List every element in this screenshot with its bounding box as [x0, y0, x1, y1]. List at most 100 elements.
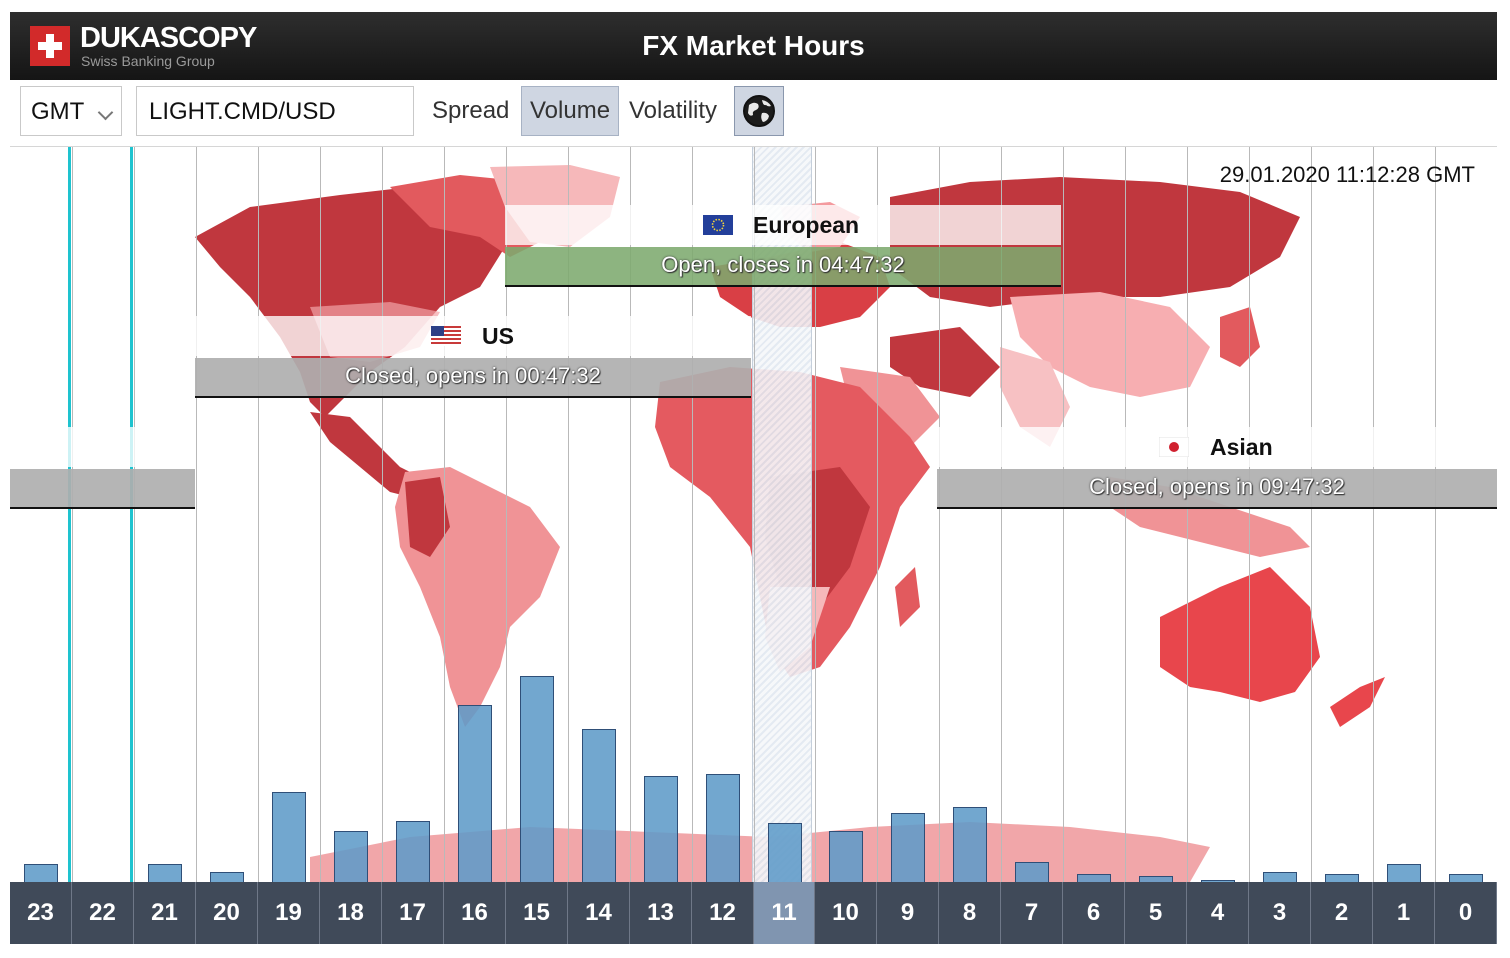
asian-session-status[interactable]: Closed, opens in 09:47:32 [937, 469, 1497, 509]
instrument-input[interactable]: LIGHT.CMD/USD [136, 86, 414, 136]
volume-bar-5[interactable] [1139, 876, 1173, 882]
hour-label-18[interactable]: 18 [320, 882, 382, 944]
hour-label-3[interactable]: 3 [1249, 882, 1311, 944]
hour-gridline [630, 147, 631, 882]
volume-bar-12[interactable] [706, 774, 740, 882]
hour-label-2[interactable]: 2 [1311, 882, 1373, 944]
hour-label-22[interactable]: 22 [72, 882, 134, 944]
hour-gridline [815, 147, 816, 882]
day-boundary-line [130, 147, 133, 882]
volume-bar-17[interactable] [396, 821, 430, 882]
volume-bar-18[interactable] [334, 831, 368, 882]
hour-gridline [258, 147, 259, 882]
hour-label-1[interactable]: 1 [1373, 882, 1435, 944]
hour-label-16[interactable]: 16 [444, 882, 506, 944]
hour-label-4[interactable]: 4 [1187, 882, 1249, 944]
asian-session-header-wrap[interactable] [10, 427, 195, 467]
us-session-status[interactable]: Closed, opens in 00:47:32 [195, 358, 751, 398]
volume-bar-14[interactable] [582, 729, 616, 882]
hour-gridline [1435, 147, 1436, 882]
globe-button[interactable] [734, 86, 784, 136]
hour-gridline [754, 147, 755, 882]
hour-gridline [1001, 147, 1002, 882]
hour-label-0[interactable]: 0 [1435, 882, 1497, 944]
volume-bar-3[interactable] [1263, 872, 1297, 882]
volume-bar-6[interactable] [1077, 874, 1111, 882]
european-session-status[interactable]: Open, closes in 04:47:32 [505, 247, 1061, 287]
hour-label-13[interactable]: 13 [630, 882, 692, 944]
globe-icon [743, 95, 775, 127]
hour-gridline [1249, 147, 1250, 882]
hour-label-15[interactable]: 15 [506, 882, 568, 944]
hour-gridline [1373, 147, 1374, 882]
spread-button[interactable]: Spread [432, 97, 510, 124]
volume-bar-8[interactable] [953, 807, 987, 882]
volume-bar-13[interactable] [644, 776, 678, 882]
hour-gridline [1063, 147, 1064, 882]
brand-name: DUKASCOPY [80, 22, 257, 54]
volume-bar-10[interactable] [829, 831, 863, 882]
hour-label-10[interactable]: 10 [815, 882, 877, 944]
volume-bar-11[interactable] [768, 823, 802, 882]
hour-label-11[interactable]: 11 [754, 882, 815, 944]
volume-bar-1[interactable] [1387, 864, 1421, 882]
volume-bar-23[interactable] [24, 864, 58, 882]
hour-label-23[interactable]: 23 [10, 882, 72, 944]
hour-label-7[interactable]: 7 [1001, 882, 1063, 944]
hour-label-17[interactable]: 17 [382, 882, 444, 944]
timezone-value: GMT [31, 98, 85, 125]
japan-flag-icon [1159, 437, 1189, 457]
hour-gridline [72, 147, 73, 882]
volume-bar-19[interactable] [272, 792, 306, 882]
volume-bar-20[interactable] [210, 872, 244, 882]
swiss-cross-logo-icon [30, 26, 70, 66]
world-map-area: 29.01.2020 11:12:28 GMT European Open, c… [10, 147, 1497, 882]
hour-gridline [506, 147, 507, 882]
header: DUKASCOPY Swiss Banking Group FX Market … [10, 12, 1497, 80]
hour-label-14[interactable]: 14 [568, 882, 630, 944]
hour-label-21[interactable]: 21 [134, 882, 196, 944]
hour-gridline [1311, 147, 1312, 882]
volatility-button[interactable]: Volatility [629, 97, 718, 124]
hour-gridline [320, 147, 321, 882]
us-flag-icon [431, 326, 461, 346]
volume-bar-2[interactable] [1325, 874, 1359, 882]
fx-market-hours-widget: DUKASCOPY Swiss Banking Group FX Market … [10, 12, 1497, 944]
hour-label-20[interactable]: 20 [196, 882, 258, 944]
volume-bar-16[interactable] [458, 705, 492, 882]
us-session-header[interactable]: US [195, 316, 751, 356]
hour-gridline [444, 147, 445, 882]
hour-label-19[interactable]: 19 [258, 882, 320, 944]
volume-bar-0[interactable] [1449, 874, 1483, 882]
hour-gridline [196, 147, 197, 882]
current-datetime: 29.01.2020 11:12:28 GMT [1219, 162, 1475, 187]
us-session-name: US [482, 323, 514, 349]
volume-bar-4[interactable] [1201, 880, 1235, 882]
asian-session-name: Asian [1210, 434, 1273, 460]
asian-session-status-wrap[interactable] [10, 469, 195, 509]
hour-gridline [134, 147, 135, 882]
timezone-select[interactable]: GMT [20, 86, 122, 136]
page-title: FX Market Hours [642, 30, 865, 61]
hour-label-6[interactable]: 6 [1063, 882, 1125, 944]
hour-gridline [382, 147, 383, 882]
hour-gridline [877, 147, 878, 882]
day-boundary-line [68, 147, 71, 882]
asian-session-header[interactable]: Asian [937, 427, 1497, 467]
european-session-name: European [753, 212, 860, 238]
hour-label-12[interactable]: 12 [692, 882, 754, 944]
hour-label-5[interactable]: 5 [1125, 882, 1187, 944]
volume-bar-7[interactable] [1015, 862, 1049, 882]
volume-bar-9[interactable] [891, 813, 925, 882]
chevron-down-icon [97, 104, 114, 121]
hour-gridline [568, 147, 569, 882]
brand-subtitle: Swiss Banking Group [81, 53, 215, 69]
volume-bar-21[interactable] [148, 864, 182, 882]
eu-flag-icon [703, 215, 733, 235]
hour-label-9[interactable]: 9 [877, 882, 939, 944]
volume-bar-15[interactable] [520, 676, 554, 882]
hour-gridline [939, 147, 940, 882]
volume-button[interactable]: Volume [521, 86, 620, 136]
hour-label-8[interactable]: 8 [939, 882, 1001, 944]
european-session-header[interactable]: European [505, 205, 1061, 245]
